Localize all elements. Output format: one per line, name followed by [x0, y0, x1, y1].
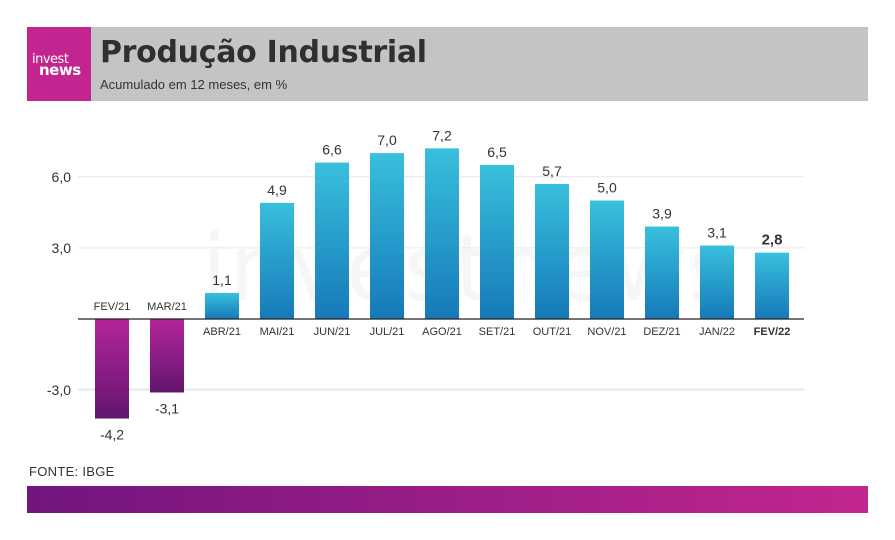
bar	[150, 319, 184, 393]
bar	[95, 319, 129, 419]
y-tick-label: 6,0	[52, 169, 72, 185]
value-label: 7,2	[432, 127, 452, 143]
chart-subtitle: Acumulado em 12 meses, em %	[100, 77, 288, 92]
bar	[645, 226, 679, 319]
footer-bar	[27, 486, 868, 513]
bar	[260, 202, 294, 319]
category-label: DEZ/21	[643, 326, 680, 338]
bar	[480, 164, 514, 319]
bar	[700, 245, 734, 319]
logo-line-2: news	[39, 61, 81, 79]
value-label: 5,0	[597, 180, 617, 196]
value-label: 7,0	[377, 132, 397, 148]
y-tick-label: 3,0	[52, 240, 72, 256]
value-label: 2,8	[762, 232, 783, 249]
category-label: MAR/21	[147, 301, 187, 313]
category-label: JUN/21	[314, 326, 351, 338]
logo-line-1: invest	[32, 52, 69, 67]
value-label: -4,2	[100, 427, 124, 443]
bar	[590, 200, 624, 319]
bar	[425, 148, 459, 319]
category-label: ABR/21	[203, 326, 241, 338]
investnews-logo: invest news	[27, 27, 91, 101]
value-label: -3,1	[155, 400, 179, 416]
value-label: 1,1	[212, 272, 232, 288]
bar	[755, 252, 789, 319]
value-label: 4,9	[267, 182, 287, 198]
value-label: 3,1	[707, 225, 727, 241]
bar	[315, 162, 349, 319]
value-label: 6,5	[487, 144, 507, 160]
chart-title: Produção Industrial	[100, 35, 427, 70]
bar	[370, 153, 404, 319]
category-label: OUT/21	[533, 326, 572, 338]
category-label: JUL/21	[370, 326, 405, 338]
category-label: AGO/21	[422, 326, 462, 338]
bar	[535, 183, 569, 319]
category-label: FEV/22	[754, 326, 791, 338]
category-label: NOV/21	[587, 326, 626, 338]
category-label: FEV/21	[94, 301, 131, 313]
y-tick-label: -3,0	[47, 382, 71, 398]
value-label: 5,7	[542, 163, 562, 179]
category-label: MAI/21	[260, 326, 295, 338]
bar	[205, 292, 239, 319]
category-label: SET/21	[479, 326, 516, 338]
value-label: 3,9	[652, 206, 672, 222]
chart-header: invest news Produção Industrial Acumulad…	[27, 27, 868, 101]
category-label: JAN/22	[699, 326, 735, 338]
value-label: 6,6	[322, 142, 342, 158]
source-note: FONTE: IBGE	[29, 464, 115, 479]
